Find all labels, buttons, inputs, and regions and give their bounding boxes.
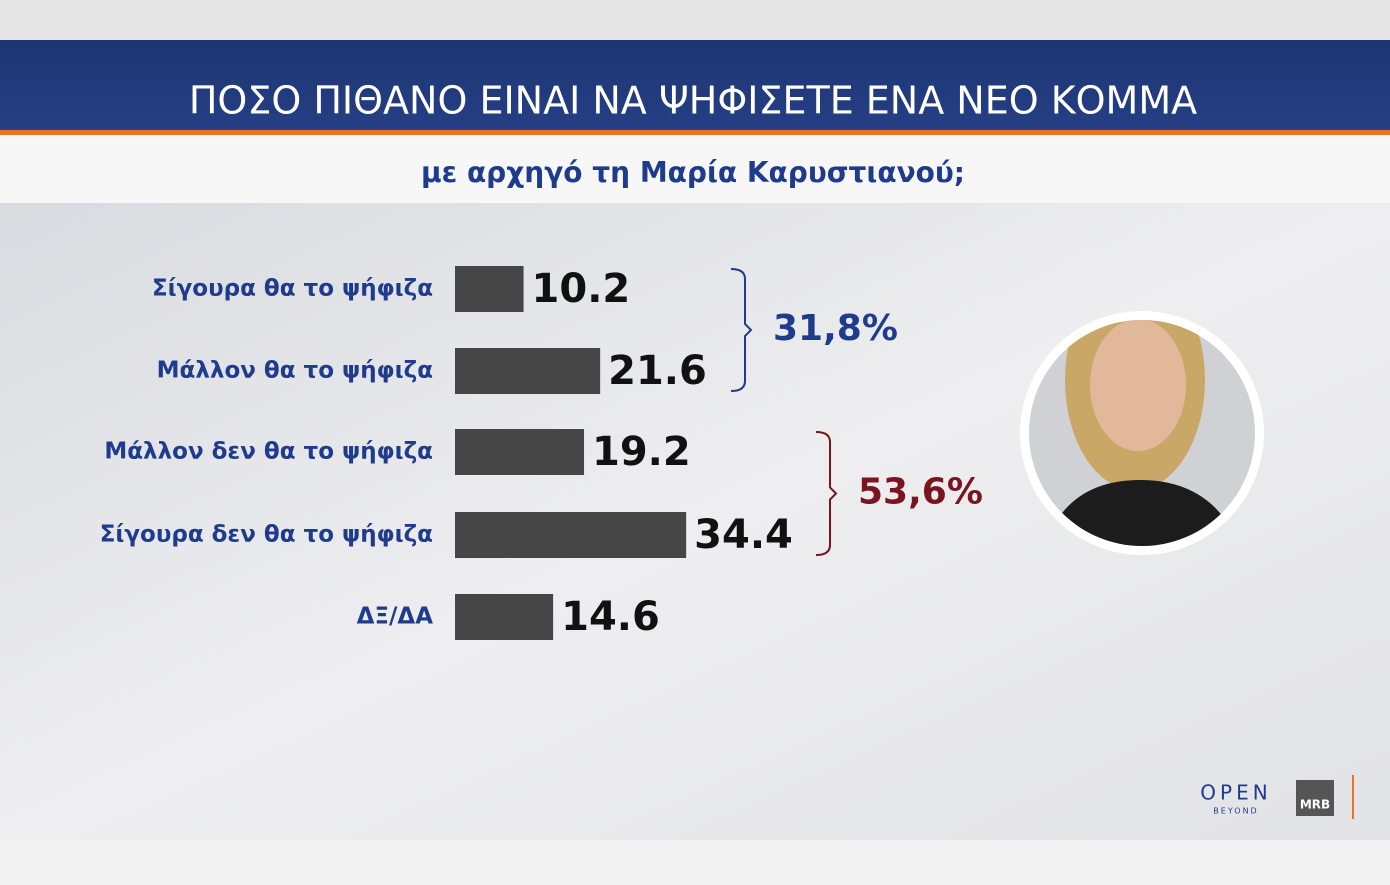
category-label: Μάλλον θα το ψήφιζα [157,358,433,384]
portrait-face [1090,320,1186,451]
value-label: 21.6 [608,348,707,394]
category-label: Μάλλον δεν θα το ψήφιζα [104,439,433,465]
value-label: 10.2 [532,266,631,312]
bracket [730,268,753,392]
group-total: 31,8% [773,308,898,349]
chart-subtitle: με αρχηγό τη Μαρία Καρυστιανού; [421,156,965,189]
group-total: 53,6% [858,472,983,513]
logo-divider [1352,775,1354,819]
logos: OPEN BEYOND MRB [1200,775,1354,819]
subtitle-band [0,135,1390,203]
value-label: 34.4 [694,512,793,558]
logo-open-sub: BEYOND [1213,807,1258,816]
portrait [1020,311,1264,555]
header-stripe [0,130,1390,135]
value-label: 14.6 [561,594,660,640]
footer-band [0,840,1390,885]
bar [455,594,554,640]
logo-mrb: MRB [1300,798,1330,812]
bracket [815,431,838,556]
category-label: Σίγουρα θα το ψήφιζα [152,276,433,302]
header [0,40,1390,130]
chart-title: ΠΟΣΟ ΠΙΘΑΝΟ ΕΙΝΑΙ ΝΑ ΨΗΦΙΣΕΤΕ ΕΝΑ ΝΕΟ ΚΟ… [189,79,1197,123]
category-label: Σίγουρα δεν θα το ψήφιζα [100,522,433,548]
logo-open: OPEN [1200,781,1271,805]
bar [455,348,601,394]
bar [455,512,687,558]
bar [455,266,524,312]
category-label: ΔΞ/ΔΑ [357,604,434,630]
bar [455,429,585,475]
value-label: 19.2 [592,429,691,475]
logo-mrb-box [1296,780,1334,816]
